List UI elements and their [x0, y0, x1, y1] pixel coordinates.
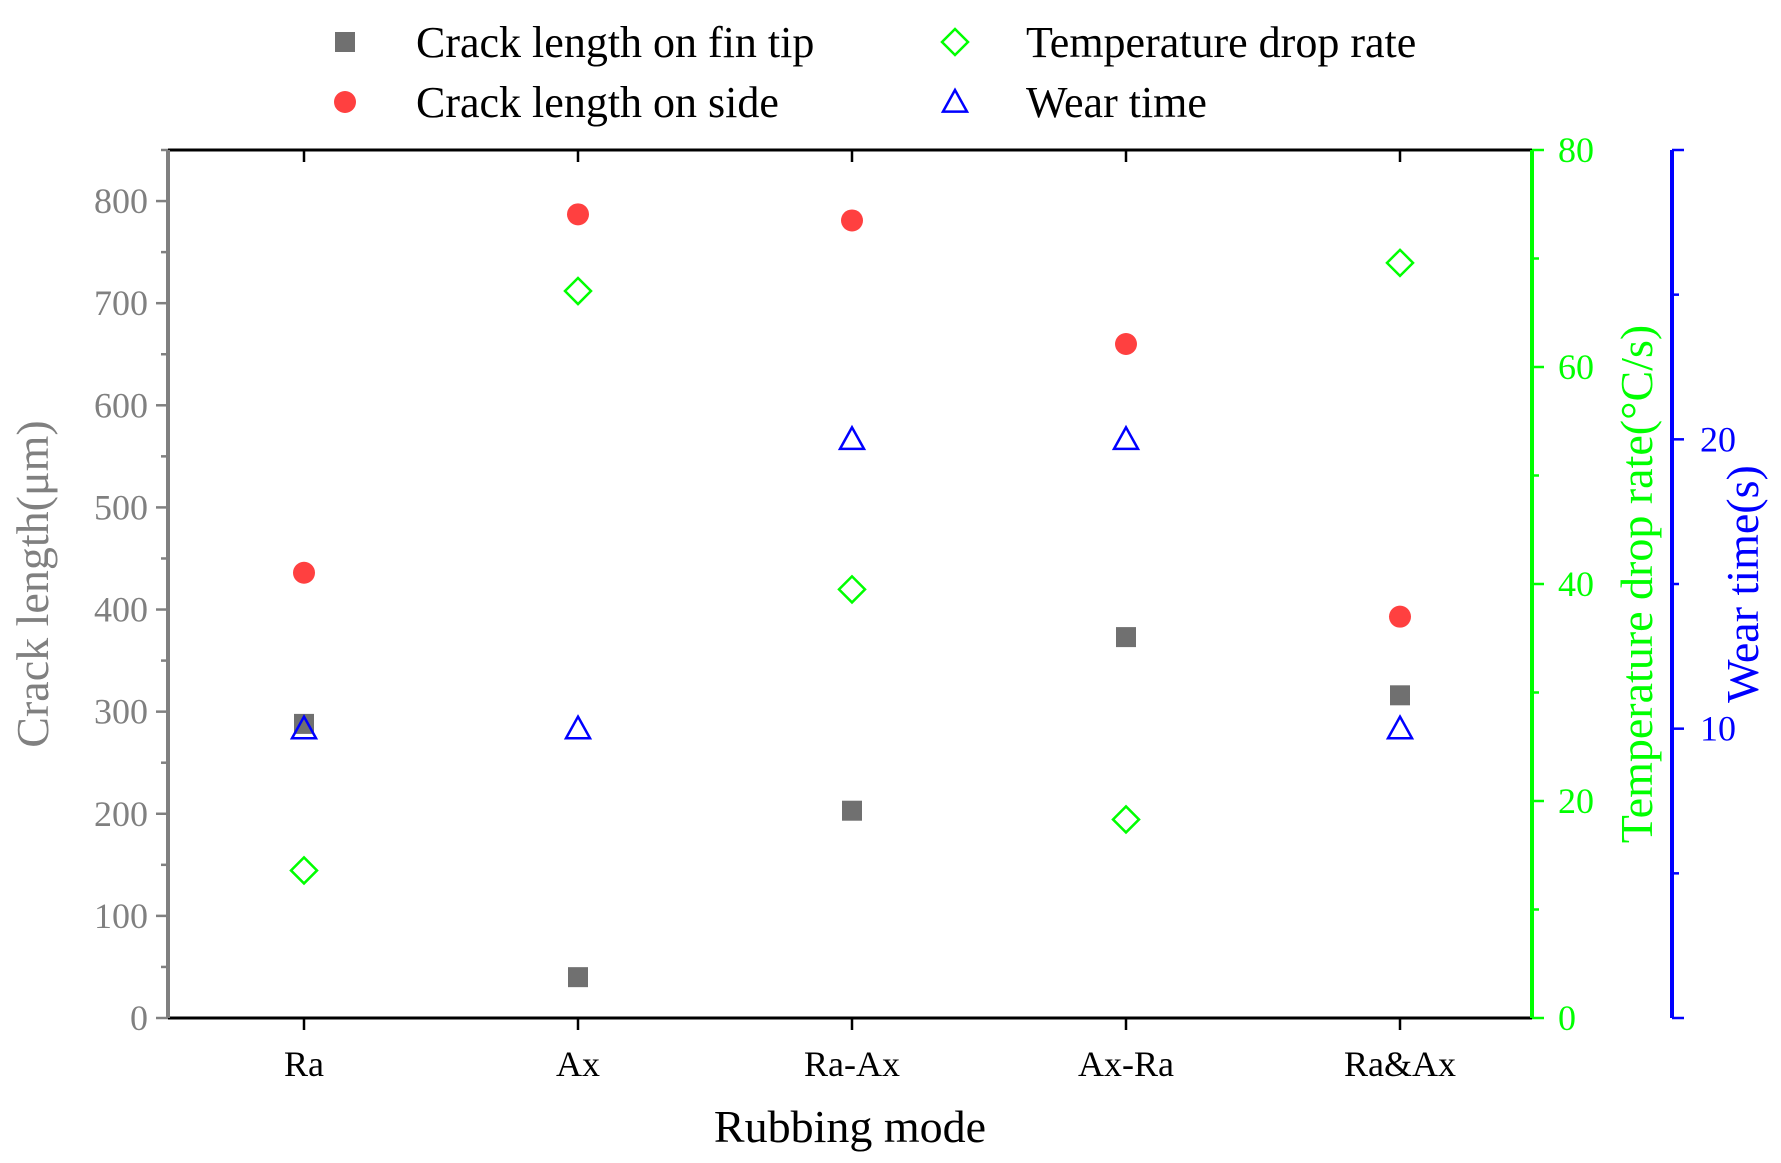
legend-label: Crack length on side [416, 78, 779, 127]
wear-time-tick-label: 20 [1700, 419, 1736, 459]
data-point-diamond [837, 574, 867, 605]
data-point-square [294, 713, 314, 734]
data-point-diamond [1385, 248, 1415, 278]
data-point-square [1116, 627, 1136, 648]
data-point-diamond [289, 855, 319, 886]
data-point-triangle [837, 424, 867, 451]
temperature-tick-label: 20 [1558, 781, 1594, 821]
left-tick-label: 200 [94, 794, 148, 834]
temperature-axis: 0 20 40 60 80 Temperature drop rate(°C/s) [1530, 130, 1662, 1038]
data-point-circle [567, 203, 589, 226]
left-axis: 0 100 200 300 400 500 600 700 800 Crack length(μm… [7, 148, 170, 1038]
x-tick-label: Ra&Ax [1344, 1044, 1456, 1084]
data-markers [289, 203, 1415, 988]
legend: Crack length on fin tip Crack length on s… [334, 18, 1416, 127]
left-tick-label: 400 [94, 590, 148, 630]
legend-marker-diamond [940, 27, 970, 57]
legend-item: Crack length on side [334, 78, 779, 127]
legend-marker-triangle [940, 87, 970, 113]
data-point-square [1390, 685, 1410, 706]
data-point-circle [1389, 605, 1411, 628]
left-tick-label: 800 [94, 181, 148, 221]
legend-label: Crack length on fin tip [416, 18, 814, 67]
legend-item: Crack length on fin tip [335, 18, 814, 67]
x-tick-label: Ax-Ra [1078, 1044, 1174, 1084]
left-tick-label: 300 [94, 692, 148, 732]
temperature-tick-label: 0 [1558, 998, 1576, 1038]
data-point-diamond [563, 276, 593, 306]
left-tick-label: 0 [130, 998, 148, 1038]
left-tick-label: 700 [94, 283, 148, 323]
legend-marker-square [335, 32, 355, 52]
legend-item: Wear time [940, 78, 1207, 127]
legend-label: Wear time [1026, 78, 1207, 127]
legend-marker-circle [334, 91, 356, 113]
x-axis: Ra Ax Ra-Ax Ax-Ra Ra&Ax Rubbing mode [284, 150, 1456, 1152]
data-point-triangle [563, 714, 593, 740]
left-tick-label: 500 [94, 487, 148, 527]
legend-item: Temperature drop rate [940, 18, 1416, 67]
x-tick-label: Ra [284, 1044, 324, 1084]
data-point-triangle [289, 714, 319, 740]
legend-label: Temperature drop rate [1026, 18, 1416, 67]
plot-frame [168, 148, 1532, 1020]
wear-time-tick-label: 10 [1700, 709, 1736, 749]
wear-time-axis: 10 20 Wear time(s) [1670, 148, 1768, 1020]
x-tick-label: Ra-Ax [804, 1044, 900, 1084]
data-point-circle [1115, 333, 1137, 356]
x-axis-title: Rubbing mode [714, 1101, 986, 1152]
left-tick-label: 100 [94, 896, 148, 936]
data-point-triangle [1111, 424, 1141, 451]
data-point-diamond [1111, 804, 1141, 835]
temperature-axis-title: Temperature drop rate(°C/s) [1611, 325, 1662, 843]
temperature-tick-label: 60 [1558, 347, 1594, 387]
data-point-triangle [1385, 714, 1415, 740]
wear-time-axis-title: Wear time(s) [1717, 465, 1768, 703]
data-point-square [568, 967, 588, 988]
data-point-circle [293, 561, 315, 584]
data-point-circle [841, 209, 863, 232]
temperature-tick-label: 80 [1558, 130, 1594, 170]
x-tick-label: Ax [556, 1044, 600, 1084]
left-tick-label: 600 [94, 385, 148, 425]
temperature-tick-label: 40 [1558, 564, 1594, 604]
left-axis-title: Crack length(μm) [7, 420, 58, 747]
data-point-square [842, 800, 862, 821]
